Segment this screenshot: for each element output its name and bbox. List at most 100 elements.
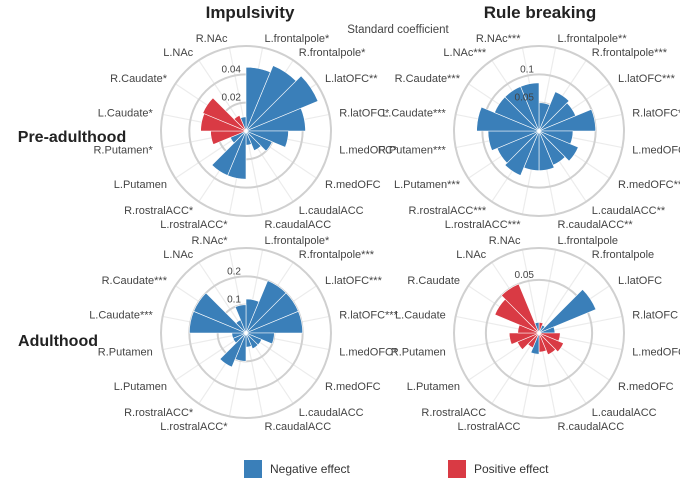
- tick-label: 0.05: [515, 93, 535, 104]
- region-label: R.latOFC***: [339, 310, 398, 322]
- region-label: L.caudalACC: [592, 407, 657, 419]
- region-label: R.NAc: [489, 235, 521, 247]
- region-label: R.Putamen***: [378, 145, 447, 157]
- bar-r-rostralacc: [211, 130, 247, 176]
- region-label: R.latOFC***: [632, 108, 680, 120]
- region-label: R.medOFC: [325, 381, 381, 393]
- legend-swatch-positive: [448, 460, 466, 478]
- region-label: L.Putamen: [407, 381, 460, 393]
- region-label: L.frontalpole*: [265, 33, 331, 45]
- spoke: [538, 261, 587, 334]
- bar-r-nac: [240, 116, 247, 132]
- region-label: L.latOFC***: [325, 275, 383, 287]
- region-label: L.NAc: [456, 249, 486, 261]
- legend-label-negative: Negative effect: [270, 462, 350, 476]
- bar-r-nac: [534, 322, 540, 334]
- bar-r-caudate: [193, 292, 247, 334]
- region-label: L.Putamen: [114, 179, 167, 191]
- bar-r-medofc: [245, 130, 273, 152]
- region-label: L.Putamen***: [394, 179, 461, 191]
- region-label: R.Putamen: [391, 347, 446, 359]
- legend-swatch-negative: [244, 460, 262, 478]
- region-label: L.latOFC**: [325, 73, 378, 85]
- polar-panel-impulsivity-adulthood: 0.1 0.2 L.frontalpole* R.frontalpole*** L.la…: [89, 235, 398, 433]
- region-label: R.Caudate***: [102, 275, 168, 287]
- subtitle: Standard coefficient: [347, 24, 449, 36]
- outer-ring: [160, 247, 332, 419]
- bar-l-caudalacc: [538, 332, 556, 355]
- region-label: R.frontalpole*: [299, 47, 366, 59]
- tick-label: 0.05: [515, 270, 535, 281]
- bar-r-rostralacc: [219, 332, 247, 368]
- region-label: R.rostralACC*: [124, 407, 194, 419]
- legend: Negative effect Positive effect: [244, 460, 549, 478]
- region-label: R.Caudate*: [110, 73, 168, 85]
- region-label: R.Putamen*: [93, 145, 153, 157]
- bar-r-frontalpole: [538, 91, 570, 132]
- region-label: L.Caudate***: [382, 108, 446, 120]
- col-title-rule-breaking: Rule breaking: [484, 3, 596, 22]
- region-label: R.caudalACC: [265, 421, 332, 433]
- bar-r-putamen: [508, 332, 540, 345]
- region-label: R.rostralACC***: [409, 205, 487, 217]
- region-label: R.rostralACC: [421, 407, 486, 419]
- spoke: [538, 249, 557, 334]
- region-label: R.Caudate***: [395, 73, 461, 85]
- bar-r-medofc: [538, 130, 579, 162]
- grid-ring: [484, 278, 594, 388]
- spoke: [521, 249, 540, 334]
- region-label: L.frontalpole**: [558, 33, 628, 45]
- bar-r-rostralacc: [504, 130, 540, 176]
- region-label: L.rostralACC*: [160, 219, 228, 231]
- region-label: L.NAc***: [443, 47, 487, 59]
- row-title-pre-adulthood: Pre-adulthood: [18, 129, 126, 146]
- tick-label: 0.02: [222, 93, 242, 104]
- polar-panel-rule-breaking-adulthood: 0.05 L.frontalpole R.frontalpole L.latOFC R.…: [391, 235, 680, 433]
- bar-l-medofc: [245, 130, 289, 148]
- region-label: L.rostralACC***: [445, 219, 522, 231]
- region-label: L.latOFC***: [618, 73, 676, 85]
- region-label: L.rostralACC*: [160, 421, 228, 433]
- region-label: L.medOFC*: [339, 347, 398, 359]
- bar-r-latofc: [245, 107, 306, 132]
- region-label: R.Caudate: [407, 275, 460, 287]
- region-label: L.latOFC: [618, 275, 662, 287]
- outer-ring: [160, 45, 332, 217]
- region-label: L.frontalpole: [558, 235, 619, 247]
- polar-panel-impulsivity-pre-adulthood: 0.02 0.04 L.frontalpole* R.frontalpole* L.la…: [93, 33, 398, 231]
- region-label: R.caudalACC**: [558, 219, 634, 231]
- region-label: R.latOFC*: [339, 108, 390, 120]
- bar-r-nac: [520, 82, 540, 132]
- region-label: L.caudalACC: [299, 205, 364, 217]
- region-label: L.NAc: [163, 47, 193, 59]
- tick-label: 0.2: [227, 266, 241, 277]
- outer-ring: [453, 247, 625, 419]
- region-label: L.Caudate: [395, 310, 446, 322]
- tick-label: 0.1: [520, 64, 534, 75]
- bar-l-caudate: [476, 106, 540, 132]
- region-label: R.frontalpole***: [592, 47, 668, 59]
- region-label: R.frontalpole***: [299, 249, 375, 261]
- region-label: L.medOFC: [632, 347, 680, 359]
- region-label: L.medOFC*: [632, 145, 680, 157]
- region-label: R.NAc***: [476, 33, 521, 45]
- region-label: R.frontalpole: [592, 249, 654, 261]
- region-label: L.frontalpole*: [265, 235, 331, 247]
- col-title-impulsivity: Impulsivity: [206, 3, 295, 22]
- region-label: R.caudalACC: [558, 421, 625, 433]
- region-label: L.caudalACC**: [592, 205, 666, 217]
- tick-label: 0.1: [227, 295, 241, 306]
- region-label: R.medOFC: [325, 179, 381, 191]
- bar-l-caudalacc: [245, 332, 259, 350]
- outer-ring: [453, 45, 625, 217]
- region-label: R.Putamen: [98, 347, 153, 359]
- bar-l-nac: [233, 114, 247, 132]
- bar-r-nac: [234, 304, 247, 334]
- region-label: L.NAc: [163, 249, 193, 261]
- region-label: L.caudalACC: [299, 407, 364, 419]
- region-label: R.medOFC: [618, 381, 674, 393]
- legend-label-positive: Positive effect: [474, 462, 549, 476]
- polar-panel-rule-breaking-pre-adulthood: 0.05 0.1 L.frontalpole** R.frontalpole*** L.…: [378, 33, 680, 231]
- bar-l-latofc: [245, 75, 319, 132]
